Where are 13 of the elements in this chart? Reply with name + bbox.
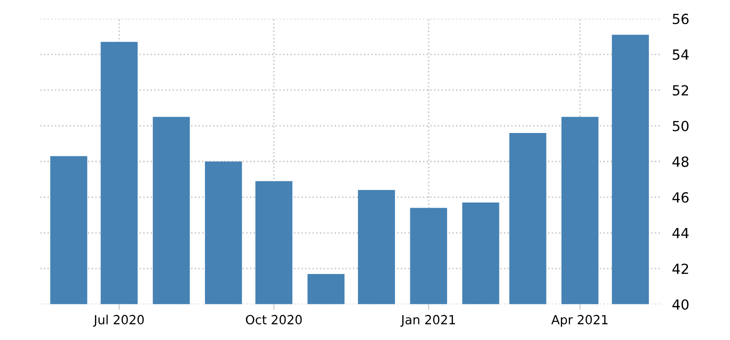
x-tick-label: Jul 2020 [93,314,144,327]
x-tick-label: Jan 2021 [400,314,455,327]
y-tick-label: 52 [672,85,688,96]
y-tick-label: 56 [672,14,689,24]
y-tick-label: 40 [672,299,689,310]
y-tick-label: 46 [672,192,689,203]
x-tick-label: Oct 2020 [246,314,302,324]
y-tick-label: 48 [672,156,688,167]
y-tick-label: 44 [672,228,689,238]
y-tick-label: 54 [672,50,689,60]
x-tick-label: Apr 2021 [551,314,608,327]
y-tick-label: 42 [672,264,688,274]
y-tick-label: 50 [672,120,689,132]
